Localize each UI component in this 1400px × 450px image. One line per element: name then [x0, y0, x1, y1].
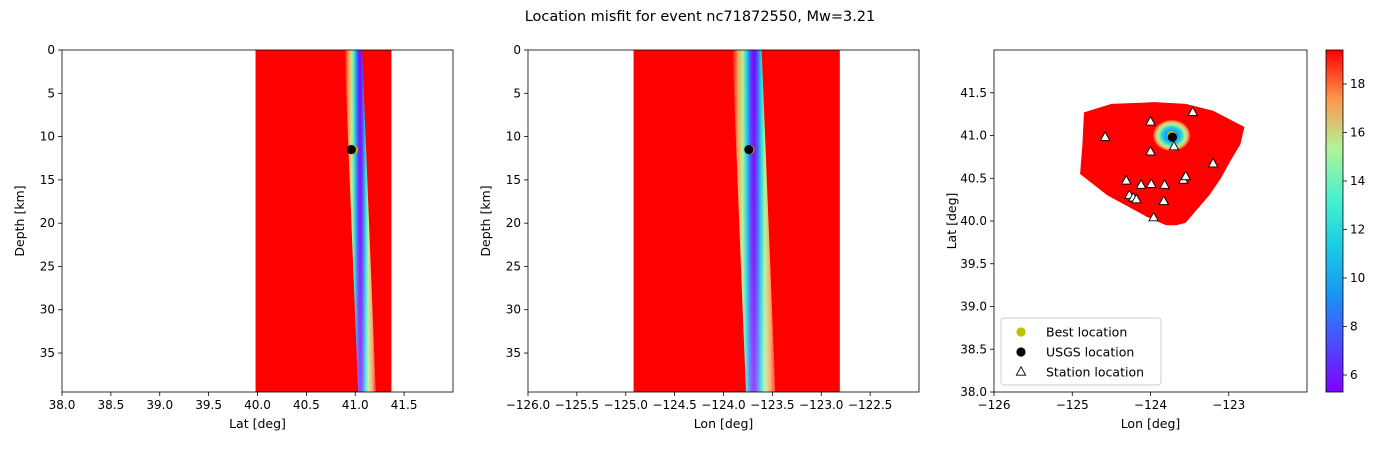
y-tick-label: 39.5: [960, 257, 987, 271]
y-tick-label: 10: [506, 130, 521, 144]
heatmap-area: [633, 50, 840, 392]
y-tick-label: 41.5: [960, 86, 987, 100]
station-marker: [1145, 178, 1157, 188]
y-tick-label: 0: [47, 43, 55, 57]
x-tick-label: −123: [1212, 398, 1245, 412]
colorbar: 6 8 10 12 14 16 18: [1325, 49, 1365, 393]
colorbar-tick-label: 14: [1350, 174, 1365, 188]
legend-best-location-marker: [1016, 327, 1026, 337]
x-tick-label: 40.0: [244, 398, 271, 412]
y-axis-label: Lat [deg]: [944, 193, 959, 250]
colorbar-tick-label: 10: [1350, 271, 1365, 285]
y-tick-label: 35: [40, 346, 55, 360]
station-marker: [1099, 131, 1111, 141]
x-tick-label: −124.5: [652, 398, 696, 412]
y-tick-label: 38.0: [960, 385, 987, 399]
y-tick-label: 30: [506, 303, 521, 317]
y-tick-label: 0: [513, 43, 521, 57]
station-marker: [1120, 174, 1132, 185]
y-tick-label: 20: [506, 216, 521, 230]
x-tick-label: 41.0: [342, 398, 369, 412]
x-tick-label: −125.5: [555, 398, 599, 412]
legend-box: [1000, 317, 1162, 386]
map-area: [1080, 102, 1245, 226]
y-tick-label: 25: [506, 259, 521, 273]
axes-frame: [61, 49, 454, 393]
y-axis-label: Depth [km]: [478, 185, 493, 256]
station-marker: [1158, 195, 1170, 205]
y-tick-label: 25: [40, 259, 55, 273]
x-tick-label: −123.0: [799, 398, 843, 412]
x-tick-label: 40.5: [293, 398, 320, 412]
y-tick-label: 15: [40, 173, 55, 187]
legend: Best location USGS location Station locati…: [1000, 317, 1162, 386]
legend-usgs-location-marker: [1016, 347, 1026, 357]
station-marker: [1159, 178, 1170, 189]
y-tick-label: 35: [506, 346, 521, 360]
colorbar-tick-label: 18: [1350, 77, 1365, 91]
misfit-valley-shading: [344, 50, 376, 392]
y-tick-label: 30: [40, 303, 55, 317]
legend-entry: Station location: [1046, 365, 1144, 380]
x-tick-label: 39.5: [195, 398, 222, 412]
y-tick-label: 38.5: [960, 342, 987, 356]
y-axis-label: Depth [km]: [12, 185, 27, 256]
station-marker: [1148, 211, 1159, 222]
y-tick-label: 15: [506, 173, 521, 187]
y-tick-label: 40.0: [960, 214, 987, 228]
x-axis-label: Lon [deg]: [1121, 416, 1181, 431]
colorbar-gradient: [1326, 50, 1343, 392]
y-tick-label: 5: [513, 86, 521, 100]
station-marker: [1180, 170, 1192, 181]
legend-station-marker: [1015, 365, 1027, 376]
heatmap-area: [255, 50, 392, 392]
x-tick-label: 39.0: [146, 398, 173, 412]
lat-depth-panel: 38.0 38.5 39.0 39.5 40.0 40.5 41.0 41.5 0 5 10 15 20…: [12, 43, 454, 431]
station-marker: [1187, 106, 1199, 117]
axes-frame: [993, 49, 1308, 393]
x-tick-label: −125.0: [604, 398, 648, 412]
x-axis-label: Lon [deg]: [694, 416, 754, 431]
station-marker: [1168, 140, 1180, 151]
usgs-location-marker: [346, 144, 356, 155]
x-tick-label: −123.5: [750, 398, 794, 412]
colorbar-frame: [1325, 49, 1344, 393]
misfit-region: [1080, 102, 1245, 226]
colorbar-tick-label: 6: [1350, 368, 1358, 382]
legend-entry: Best location: [1046, 325, 1127, 340]
x-tick-label: −126.0: [506, 398, 550, 412]
y-tick-label: 5: [47, 86, 55, 100]
lon-depth-panel: −126.0 −125.5 −125.0 −124.5 −124.0 −123.5 −123…: [478, 43, 920, 431]
y-tick-label: 40.5: [960, 171, 987, 185]
station-marker: [1145, 115, 1156, 126]
y-tick-label: 41.0: [960, 129, 987, 143]
y-tick-label: 10: [40, 130, 55, 144]
x-tick-label: 38.5: [98, 398, 125, 412]
colorbar-tick-label: 8: [1350, 320, 1358, 334]
station-marker: [1135, 178, 1147, 189]
misfit-valley-shading: [732, 50, 776, 392]
legend-entry: USGS location: [1046, 345, 1134, 360]
y-tick-label: 20: [40, 216, 55, 230]
station-marker: [1131, 193, 1142, 204]
x-tick-label: −125: [1056, 398, 1089, 412]
usgs-location-marker: [1167, 132, 1178, 142]
station-marker: [1207, 157, 1219, 168]
x-tick-label: 38.0: [49, 398, 76, 412]
x-axis-label: Lat [deg]: [229, 416, 286, 431]
x-tick-label: −124: [1134, 398, 1167, 412]
x-tick-label: 41.5: [391, 398, 418, 412]
axes-frame: [527, 49, 920, 393]
colorbar-tick-label: 16: [1350, 125, 1365, 139]
station-marker: [1145, 145, 1156, 156]
figure-title: Location misfit for event nc71872550, Mw…: [525, 9, 876, 25]
x-tick-label: −122.5: [848, 398, 892, 412]
map-panel: −126 −125 −124 −123 38.0 38.5 39.0 39.5 40.0 40.5…: [944, 49, 1308, 431]
usgs-location-marker: [744, 144, 754, 155]
y-tick-label: 39.0: [960, 300, 987, 314]
x-tick-label: −124.0: [701, 398, 745, 412]
x-tick-label: −126: [978, 398, 1011, 412]
colorbar-tick-label: 12: [1350, 222, 1365, 236]
